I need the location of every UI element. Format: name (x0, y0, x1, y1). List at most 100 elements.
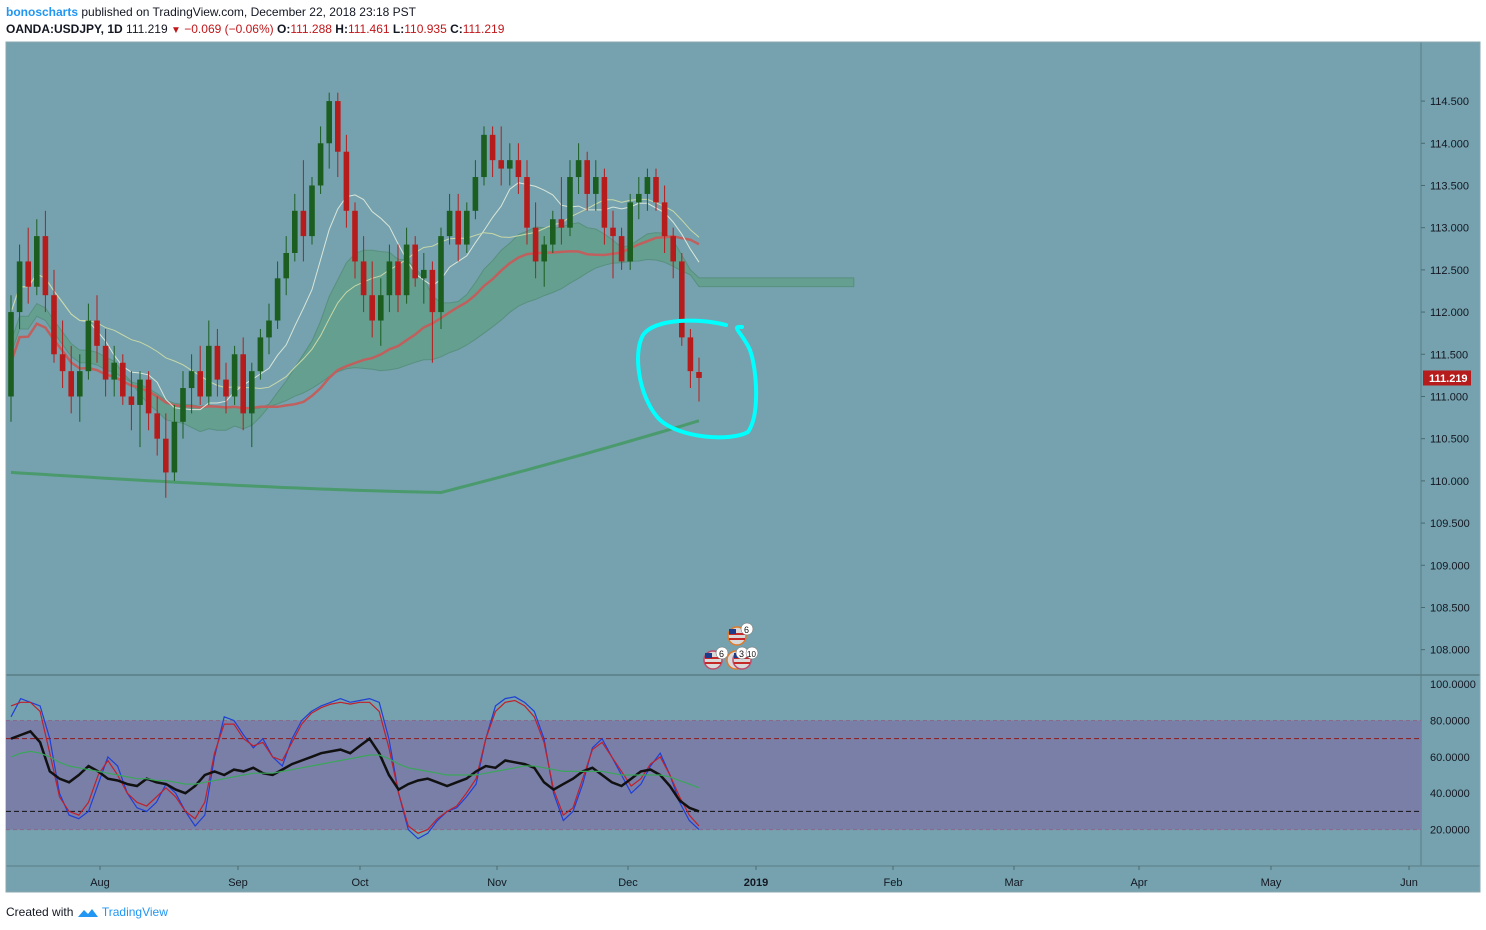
time-axis[interactable]: Aug Sep Oct Nov Dec 2019 Feb Mar Apr May Jun (90, 866, 1418, 889)
low-label: L: (392, 22, 405, 36)
time-tick-label: Jun (1400, 877, 1418, 889)
last-price-tag: 111.219 (1423, 370, 1471, 386)
candle-bear (51, 295, 57, 355)
candle-bear (610, 227, 616, 237)
down-arrow-icon: ▼ (171, 25, 181, 36)
candle-bull (188, 371, 195, 389)
candle-bear (240, 354, 246, 414)
candle-bear (59, 354, 66, 372)
event-badge-count: 3 (739, 649, 744, 659)
stoch-signal-line (10, 750, 700, 789)
candle-bear (223, 379, 229, 397)
highlight-circle[interactable] (636, 318, 759, 440)
candle-bear (687, 337, 694, 372)
high-value: 111.461 (347, 22, 390, 36)
tradingview-link[interactable]: TradingView (101, 905, 168, 919)
price-tick-label: 113.500 (1430, 180, 1469, 192)
candle-bear (524, 177, 530, 228)
stoch-axis[interactable]: 100.0000 80.0000 60.0000 40.0000 20.0000 (1430, 679, 1476, 837)
candle-bear (335, 101, 341, 152)
candle-bull (137, 379, 143, 405)
candle-bear (696, 372, 702, 378)
candle-bull (317, 143, 324, 186)
candle-bear (343, 151, 350, 211)
stoch-rsi-line (10, 729, 700, 813)
candle-bull (283, 253, 289, 279)
candle-bear (498, 160, 504, 169)
candle-bull (309, 185, 315, 237)
economic-events[interactable]: 6 6 3 10 (703, 622, 759, 670)
time-tick-label: May (1261, 877, 1282, 889)
ma50-line (9, 235, 700, 410)
symbol-label[interactable]: OANDA:USDJPY, 1D (6, 22, 123, 36)
tradingview-logo-icon[interactable] (77, 907, 99, 919)
flag-stripes (705, 657, 721, 659)
stoch-tick-label: 100.0000 (1430, 679, 1476, 691)
author-link[interactable]: bonoscharts (6, 5, 79, 19)
price-tick-label: 112.500 (1430, 265, 1469, 277)
price-tick-label: 113.000 (1430, 223, 1469, 235)
event-badge (740, 622, 754, 636)
time-tick-label: 2019 (744, 877, 768, 889)
candle-bear (489, 134, 496, 161)
candle-bull (326, 101, 332, 144)
open-value: 111.288 (290, 22, 332, 36)
candle-bear (214, 345, 221, 380)
candle-bear (455, 210, 461, 245)
tenkan-line (10, 182, 700, 411)
price-tick-label: 110.000 (1430, 476, 1469, 488)
time-tick-label: Sep (228, 877, 248, 889)
candle-bear (128, 396, 135, 405)
flag-stripes (729, 633, 745, 635)
candles[interactable] (8, 92, 702, 498)
price-tick-label: 112.000 (1430, 307, 1469, 319)
candle-bull (16, 261, 23, 313)
candle-bull (85, 320, 92, 372)
price-axis[interactable]: 114.500 114.000 113.500 113.000 112.500 112.0… (1421, 96, 1470, 657)
candle-bear (653, 177, 659, 203)
candle-bear (601, 177, 608, 228)
stoch-lines (10, 696, 700, 840)
candle-bull (575, 160, 582, 178)
candle-bull (386, 261, 393, 296)
created-with-label: Created with (6, 905, 74, 919)
open-label: O: (277, 22, 291, 36)
stoch-tick-label: 60.0000 (1430, 752, 1470, 764)
candle-bull (171, 421, 178, 473)
candle-bear (102, 345, 109, 380)
price-tick-label: 111.000 (1430, 391, 1468, 403)
candle-bear (163, 438, 169, 473)
candle-bear (300, 210, 307, 237)
price-tick-label: 114.500 (1430, 96, 1469, 108)
price-tick-label: 109.500 (1430, 518, 1470, 530)
low-value: 110.935 (404, 22, 447, 36)
flag-canton (705, 653, 712, 658)
candle-bull (257, 337, 264, 372)
candle-bear (42, 236, 49, 296)
ma-lines (9, 182, 700, 495)
candle-bull (507, 160, 513, 169)
publish-date: published on TradingView.com, December 2… (81, 5, 417, 19)
candle-bear (369, 295, 375, 321)
candle-bear (532, 227, 539, 262)
price-tick-label: 109.000 (1430, 560, 1470, 572)
price-tick-label: 111.500 (1430, 349, 1468, 361)
ma200-line (10, 419, 700, 495)
candle-bull (292, 210, 298, 253)
event-badge-count: 10 (747, 650, 756, 659)
time-tick-label: Oct (351, 877, 368, 889)
candle-bear (395, 261, 401, 296)
candle-bull (8, 312, 14, 397)
candle-bear (584, 160, 590, 194)
candle-bull (481, 134, 487, 178)
stoch-tick-label: 80.0000 (1430, 715, 1470, 727)
publish-info: bonoscharts published on TradingView.com… (6, 4, 416, 20)
candle-bull (644, 177, 651, 194)
candle-bull (111, 362, 117, 380)
price-tick-label: 114.000 (1430, 138, 1469, 150)
last-price: 111.219 (126, 22, 168, 36)
candle-bear (670, 236, 676, 262)
candle-bull (567, 177, 573, 228)
candle-bear (558, 219, 565, 228)
